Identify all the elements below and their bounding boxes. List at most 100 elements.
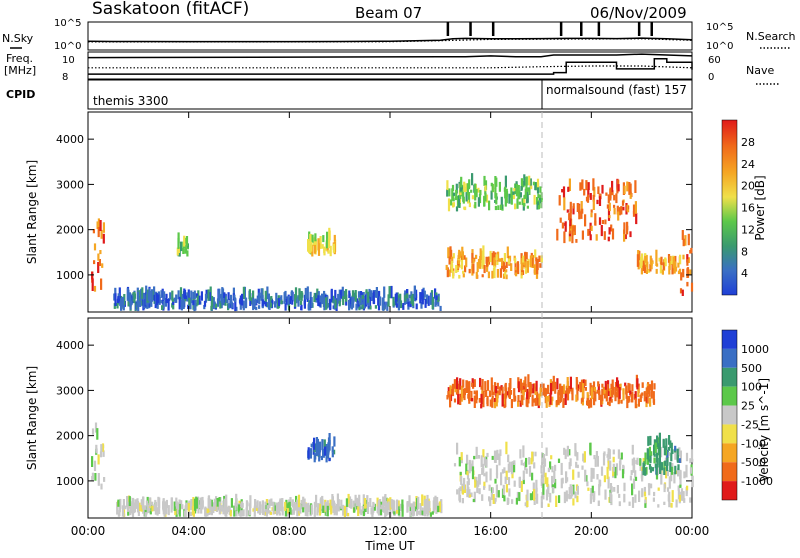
data-cell — [199, 497, 202, 508]
data-cell — [212, 502, 215, 514]
data-cell — [514, 270, 517, 274]
data-cell — [206, 510, 209, 517]
data-cell — [144, 512, 148, 517]
data-cell — [534, 249, 537, 258]
noise-series-0 — [87, 37, 693, 43]
data-cell — [302, 507, 305, 513]
data-cell — [580, 201, 583, 213]
data-cell — [615, 463, 618, 476]
data-cell — [291, 300, 294, 305]
data-cell — [608, 202, 611, 212]
data-cell — [656, 457, 659, 468]
data-cell — [481, 468, 484, 475]
freq-left-tick-top: 10 — [62, 55, 75, 66]
data-cell — [356, 298, 359, 303]
data-cell — [634, 470, 637, 478]
data-cell — [183, 510, 186, 517]
data-cell — [480, 393, 483, 405]
data-cell — [458, 249, 461, 257]
data-cell — [184, 244, 188, 252]
data-cell — [476, 262, 479, 273]
data-cell — [272, 501, 275, 515]
data-cell — [533, 264, 536, 275]
data-cell — [553, 470, 556, 483]
data-cell — [603, 475, 606, 483]
data-cell — [507, 258, 510, 265]
data-cell — [396, 499, 399, 510]
data-cell — [172, 301, 175, 305]
data-cell — [162, 300, 165, 309]
data-cell — [234, 502, 237, 511]
data-cell — [373, 503, 376, 511]
data-cell — [475, 271, 478, 279]
data-cell — [482, 256, 485, 268]
data-cell — [554, 464, 557, 471]
data-cell — [655, 452, 658, 463]
data-cell — [522, 470, 525, 481]
data-cell — [384, 494, 387, 507]
data-cell — [576, 452, 579, 461]
data-cell — [529, 260, 532, 266]
data-cell — [446, 395, 449, 400]
data-cell — [307, 447, 310, 459]
data-cell — [536, 391, 539, 402]
data-cell — [402, 303, 405, 310]
data-cell — [449, 246, 452, 257]
data-cell — [357, 506, 360, 516]
data-cell — [329, 245, 332, 257]
data-cell — [579, 384, 582, 392]
data-cell — [598, 217, 602, 225]
data-cell — [303, 498, 306, 508]
data-cell — [331, 494, 334, 506]
data-cell — [526, 401, 529, 408]
data-cell — [332, 295, 335, 302]
data-cell — [412, 503, 415, 513]
freq-series-2 — [88, 65, 693, 69]
data-cell — [465, 380, 469, 393]
data-cell — [541, 453, 544, 465]
data-cell — [643, 391, 646, 402]
data-cell — [408, 495, 411, 507]
data-cell — [239, 295, 242, 305]
data-cell — [606, 384, 609, 396]
data-cell — [593, 391, 596, 400]
data-cell — [126, 496, 129, 508]
data-cell — [415, 289, 418, 301]
data-cell — [434, 295, 438, 306]
data-cell — [634, 476, 638, 481]
data-cell — [399, 300, 403, 309]
data-cell — [491, 270, 494, 279]
data-cell — [100, 278, 103, 290]
data-cell — [313, 437, 316, 450]
data-cell — [655, 268, 658, 274]
data-cell — [91, 428, 95, 435]
data-cell — [671, 264, 674, 275]
data-cell — [585, 475, 588, 482]
ytick-label: 3000 — [56, 384, 84, 397]
data-cell — [207, 289, 210, 301]
frequency-panel: Freq. [MHz] 10 8 60 0 Nave — [4, 51, 780, 85]
data-cell — [650, 380, 654, 393]
data-cell — [587, 487, 590, 491]
data-cell — [644, 256, 647, 263]
data-cell — [535, 487, 538, 492]
data-cell — [492, 494, 495, 504]
data-cell — [155, 293, 158, 306]
data-cell — [95, 444, 98, 452]
data-cell — [646, 395, 649, 404]
data-cell — [177, 247, 180, 253]
data-cell — [453, 398, 457, 403]
data-cell — [532, 181, 535, 186]
data-cell — [491, 385, 494, 396]
data-cell — [645, 393, 649, 397]
data-cell — [593, 397, 596, 406]
data-cell — [564, 393, 567, 405]
data-cell — [316, 288, 319, 299]
data-cell — [488, 200, 491, 211]
data-cell — [322, 448, 325, 457]
data-cell — [568, 233, 572, 237]
data-cell — [653, 383, 656, 390]
data-cell — [328, 458, 331, 462]
data-cell — [317, 238, 320, 251]
data-cell — [187, 503, 190, 512]
